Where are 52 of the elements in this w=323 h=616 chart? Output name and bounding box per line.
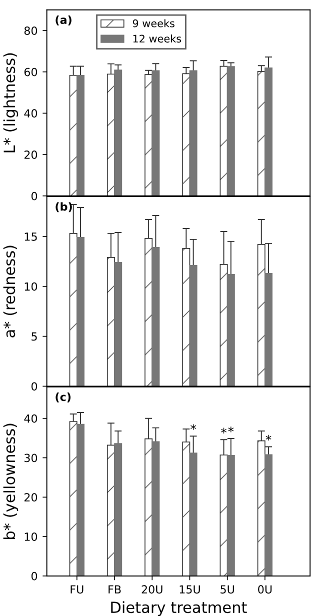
x-tick-label: FU: [70, 585, 84, 594]
bar: [226, 454, 235, 576]
y-tick-label: 10: [24, 532, 38, 541]
x-tick-label: 15U: [180, 585, 200, 594]
bar: [76, 237, 84, 386]
bar: [114, 70, 122, 196]
x-tick-label: FB: [108, 585, 121, 594]
bar: [189, 452, 198, 576]
bar: [152, 70, 160, 196]
y-axis-title: b* (yellowness): [3, 424, 18, 539]
x-axis-title: Dietary treatment: [111, 601, 247, 616]
annotation: (c): [56, 392, 71, 402]
bar: [144, 74, 153, 196]
y-tick-label: 0: [31, 572, 38, 580]
bar: [189, 264, 198, 386]
y-axis-title: L* (lightness): [3, 53, 18, 152]
x-tick-label: 0U: [258, 585, 272, 594]
bar: [76, 424, 84, 576]
annotation: *: [266, 434, 272, 441]
legend-label: 9 weeks: [132, 19, 174, 28]
y-tick-label: 40: [24, 109, 38, 118]
y-axis-title: a* (redness): [3, 246, 17, 338]
y-tick-label: 40: [24, 414, 38, 423]
bar: [226, 66, 235, 196]
annotation: *: [190, 424, 196, 430]
y-tick-label: 10: [24, 282, 38, 291]
annotation: (b): [56, 202, 72, 212]
annotation: *: [221, 428, 227, 434]
bar: [189, 70, 198, 196]
x-tick-label: 5U: [220, 585, 234, 594]
y-tick-label: 30: [24, 454, 38, 462]
bar: [226, 274, 235, 386]
y-tick-label: 0: [31, 382, 38, 391]
bar: [114, 262, 122, 386]
y-tick-label: 20: [24, 150, 38, 159]
annotation: *: [228, 426, 234, 432]
x-tick-label: 20U: [142, 585, 162, 594]
annotation: (a): [56, 15, 72, 26]
y-tick-label: 15: [24, 232, 37, 241]
y-tick-label: 20: [24, 493, 38, 502]
y-tick-label: 5: [32, 332, 37, 341]
bar: [152, 441, 160, 576]
bar: [152, 247, 160, 386]
y-tick-label: 80: [24, 26, 38, 35]
bar: [264, 454, 273, 576]
bar: [264, 272, 273, 386]
y-tick-label: 0: [31, 192, 38, 200]
y-tick-label: 60: [24, 68, 38, 76]
bar: [76, 74, 84, 196]
bar: [114, 443, 122, 576]
legend-label: 12 weeks: [133, 34, 182, 43]
bar: [264, 68, 273, 196]
